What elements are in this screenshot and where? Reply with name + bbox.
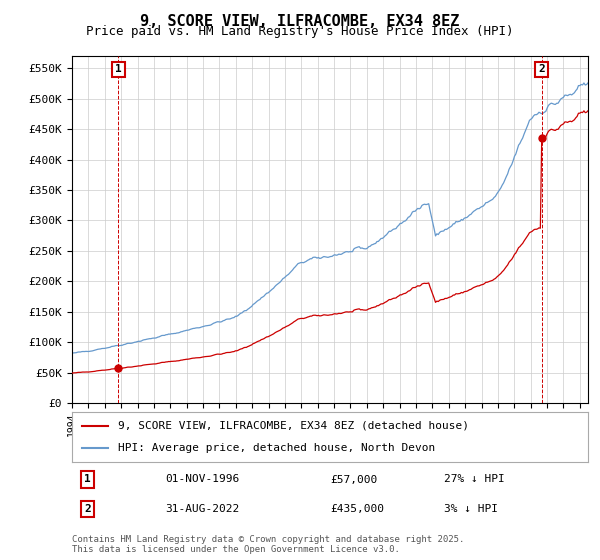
Text: £57,000: £57,000 xyxy=(330,474,377,484)
Text: 01-NOV-1996: 01-NOV-1996 xyxy=(165,474,239,484)
Text: 1: 1 xyxy=(84,474,91,484)
Text: 3% ↓ HPI: 3% ↓ HPI xyxy=(443,504,497,514)
Text: 9, SCORE VIEW, ILFRACOMBE, EX34 8EZ: 9, SCORE VIEW, ILFRACOMBE, EX34 8EZ xyxy=(140,14,460,29)
Text: Price paid vs. HM Land Registry's House Price Index (HPI): Price paid vs. HM Land Registry's House … xyxy=(86,25,514,38)
Text: 1: 1 xyxy=(115,64,122,74)
Text: 31-AUG-2022: 31-AUG-2022 xyxy=(165,504,239,514)
Text: HPI: Average price, detached house, North Devon: HPI: Average price, detached house, Nort… xyxy=(118,443,436,453)
Text: Contains HM Land Registry data © Crown copyright and database right 2025.
This d: Contains HM Land Registry data © Crown c… xyxy=(72,535,464,554)
Text: 2: 2 xyxy=(538,64,545,74)
Text: 27% ↓ HPI: 27% ↓ HPI xyxy=(443,474,504,484)
Text: £435,000: £435,000 xyxy=(330,504,384,514)
Text: 2: 2 xyxy=(84,504,91,514)
Text: 9, SCORE VIEW, ILFRACOMBE, EX34 8EZ (detached house): 9, SCORE VIEW, ILFRACOMBE, EX34 8EZ (det… xyxy=(118,421,469,431)
